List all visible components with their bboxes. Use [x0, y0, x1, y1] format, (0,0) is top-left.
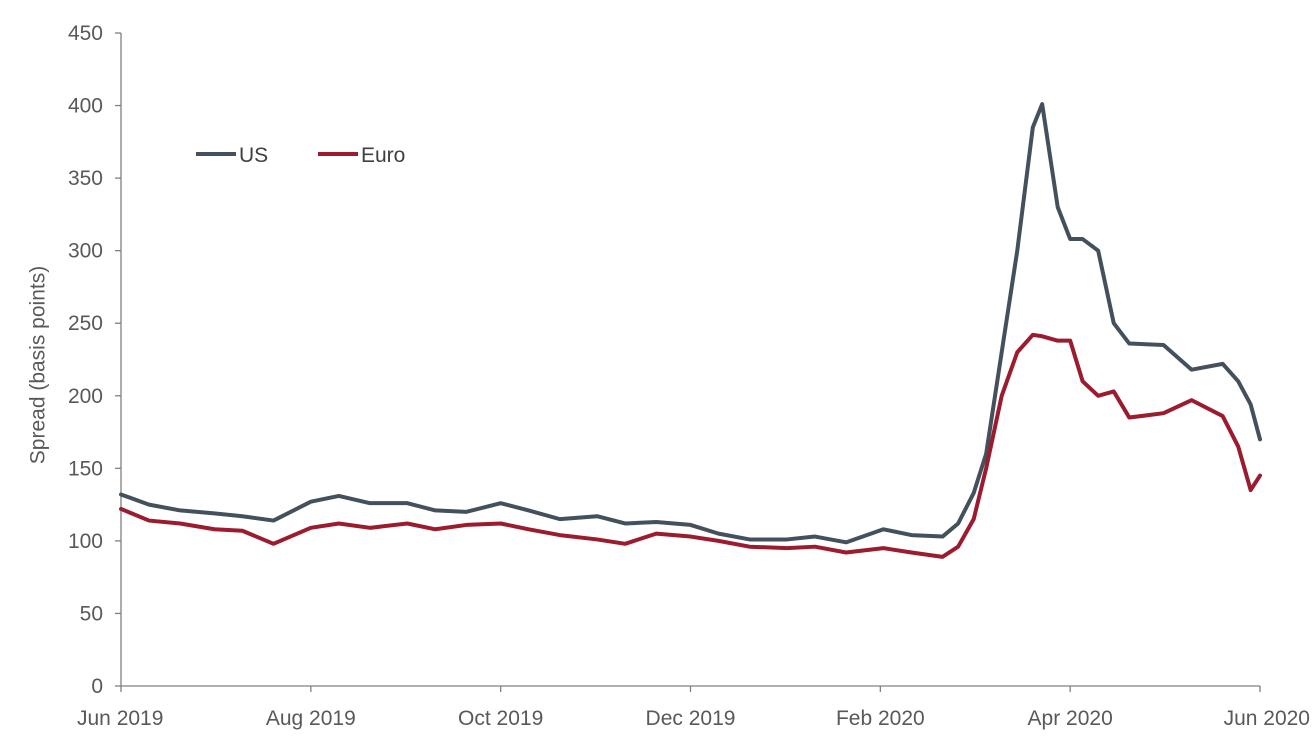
y-axis-title: Spread (basis points) [27, 266, 50, 464]
y-tick-label: 350 [68, 167, 103, 190]
legend-label-us: US [239, 144, 268, 167]
x-tick-label: Dec 2019 [646, 707, 736, 730]
x-tick-label: Jun 2020 [1224, 707, 1310, 730]
legend-label-euro: Euro [361, 144, 405, 167]
x-tick-label: Jun 2019 [77, 707, 163, 730]
y-tick-label: 400 [68, 95, 103, 118]
y-ticks: 0 50 100 150 200 250 300 350 400 450 [68, 22, 121, 698]
y-tick-label: 200 [68, 385, 103, 408]
x-tick-label: Aug 2019 [266, 707, 356, 730]
y-tick-label: 100 [68, 530, 103, 553]
y-tick-label: 150 [68, 457, 103, 480]
y-tick-label: 300 [68, 240, 103, 263]
series-lines [119, 102, 1262, 559]
axes [120, 33, 1260, 687]
x-tick-label: Oct 2019 [458, 707, 543, 730]
y-tick-label: 450 [68, 22, 103, 45]
legend: US Euro [196, 144, 405, 167]
series-line-euro [119, 332, 1262, 559]
y-tick-label: 50 [80, 602, 103, 625]
x-ticks: Jun 2019 Aug 2019 Oct 2019 Dec 2019 Feb 2020… [77, 686, 1310, 730]
y-tick-label: 250 [68, 312, 103, 335]
x-tick-label: Feb 2020 [836, 707, 925, 730]
y-tick-label: 0 [91, 675, 103, 698]
series-line-us [119, 102, 1262, 545]
x-tick-label: Apr 2020 [1028, 707, 1113, 730]
